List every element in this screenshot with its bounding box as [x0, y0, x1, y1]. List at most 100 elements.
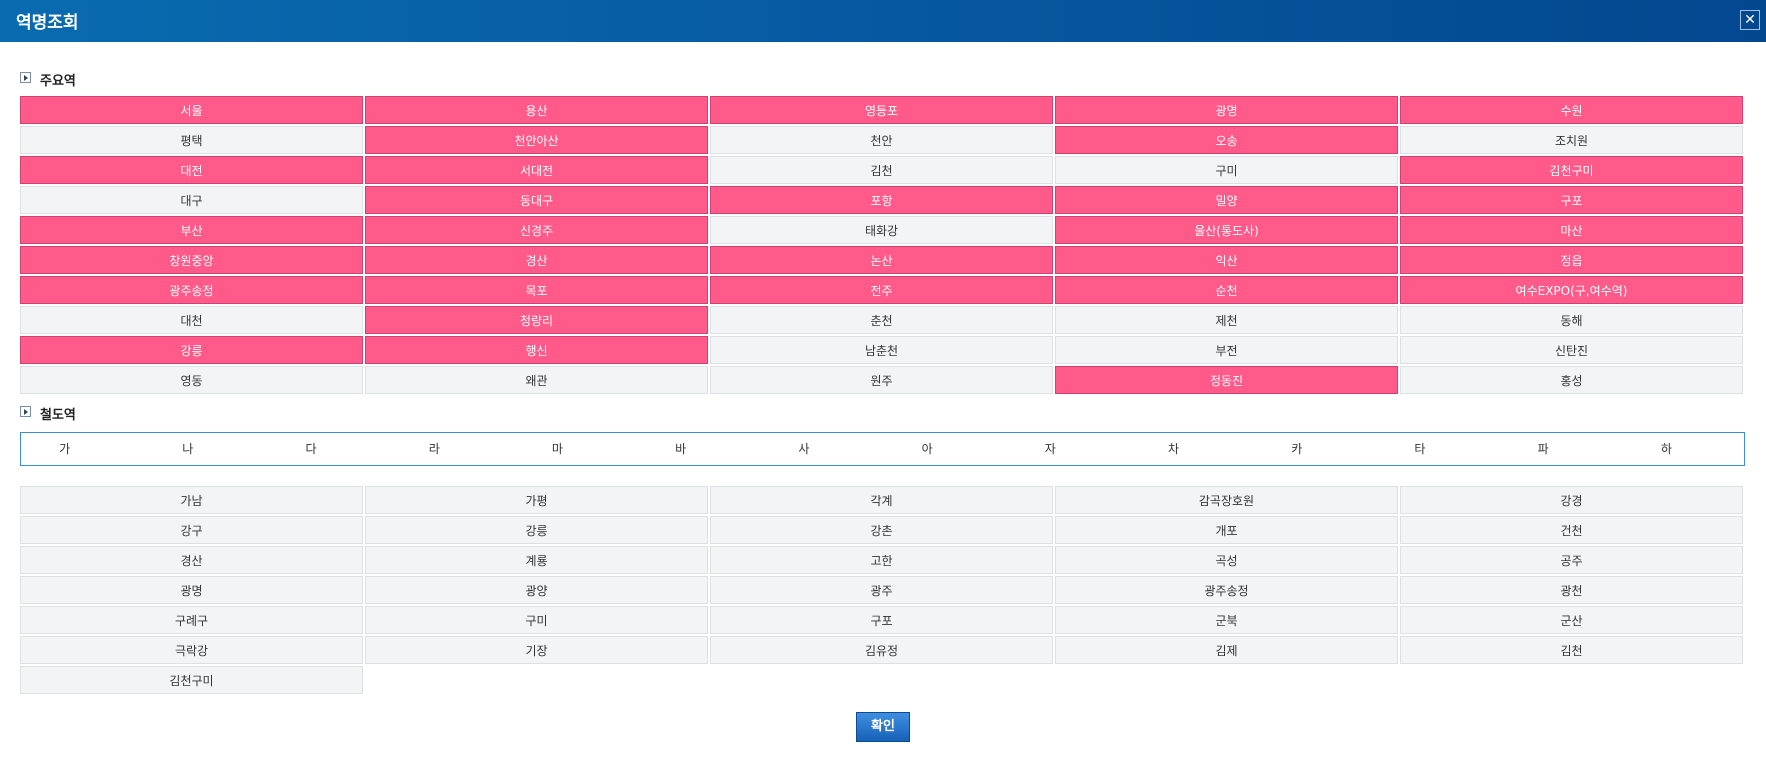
station-button[interactable]: 원주: [710, 366, 1053, 394]
title: 역명조회: [16, 13, 79, 33]
station-button[interactable]: 청량리: [365, 306, 708, 334]
station-button[interactable]: 춘천: [710, 306, 1053, 334]
station-button[interactable]: 대천: [20, 306, 363, 334]
station-button[interactable]: 논산: [710, 246, 1053, 274]
station-button[interactable]: 신경주: [365, 216, 708, 244]
station-button[interactable]: 대구: [20, 186, 363, 214]
station-button[interactable]: 정읍: [1400, 246, 1743, 274]
station-button[interactable]: 목포: [365, 276, 708, 304]
station-button[interactable]: 광명: [20, 576, 363, 604]
station-button[interactable]: 조치원: [1400, 126, 1743, 154]
station-button[interactable]: 구미: [1055, 156, 1398, 184]
station-button[interactable]: 김천구미: [20, 666, 363, 694]
station-button[interactable]: 태화강: [710, 216, 1053, 244]
station-button[interactable]: 구포: [1400, 186, 1743, 214]
station-button[interactable]: 건천: [1400, 516, 1743, 544]
station-button[interactable]: 용산: [365, 96, 708, 124]
station-button[interactable]: 강릉: [365, 516, 708, 544]
station-button[interactable]: 천안: [710, 126, 1053, 154]
station-button[interactable]: 정동진: [1055, 366, 1398, 394]
station-button[interactable]: 계룡: [365, 546, 708, 574]
station-button[interactable]: 가평: [365, 486, 708, 514]
station-button[interactable]: 행신: [365, 336, 708, 364]
station-button[interactable]: 강촌: [710, 516, 1053, 544]
index-tab[interactable]: 다: [305, 442, 317, 456]
index-tab[interactable]: 나: [182, 442, 194, 456]
station-button[interactable]: 남춘천: [710, 336, 1053, 364]
station-button[interactable]: 마산: [1400, 216, 1743, 244]
station-button[interactable]: 경산: [20, 546, 363, 574]
station-button[interactable]: 강릉: [20, 336, 363, 364]
station-button[interactable]: 광명: [1055, 96, 1398, 124]
section-title: 주요역: [20, 70, 76, 89]
station-button[interactable]: 김천: [1400, 636, 1743, 664]
station-button[interactable]: 대전: [20, 156, 363, 184]
index-tab[interactable]: 하: [1660, 442, 1672, 456]
index-tab[interactable]: 차: [1168, 442, 1180, 456]
station-button[interactable]: 영등포: [710, 96, 1053, 124]
station-button[interactable]: 제천: [1055, 306, 1398, 334]
index-tab[interactable]: 바: [675, 442, 687, 456]
station-button[interactable]: 광주: [710, 576, 1053, 604]
station-button[interactable]: 고한: [710, 546, 1053, 574]
section-title: 철도역: [20, 404, 76, 423]
index-tab[interactable]: 자: [1044, 442, 1056, 456]
index-tab[interactable]: 사: [798, 442, 810, 456]
station-button[interactable]: 군북: [1055, 606, 1398, 634]
station-button[interactable]: 구미: [365, 606, 708, 634]
close-button[interactable]: ✕: [1740, 10, 1760, 30]
station-button[interactable]: 구포: [710, 606, 1053, 634]
station-button[interactable]: 밀양: [1055, 186, 1398, 214]
station-button[interactable]: 평택: [20, 126, 363, 154]
station-button[interactable]: 동대구: [365, 186, 708, 214]
index-tab[interactable]: 라: [428, 442, 440, 456]
station-button[interactable]: 김제: [1055, 636, 1398, 664]
station-button[interactable]: 여수EXPO(구,여수역): [1400, 276, 1743, 304]
station-button[interactable]: 김유정: [710, 636, 1053, 664]
station-button[interactable]: 포항: [710, 186, 1053, 214]
station-button[interactable]: 각계: [710, 486, 1053, 514]
station-button[interactable]: 전주: [710, 276, 1053, 304]
station-button[interactable]: 천안아산: [365, 126, 708, 154]
station-button[interactable]: 경산: [365, 246, 708, 274]
station-button[interactable]: 영동: [20, 366, 363, 394]
station-button[interactable]: 수원: [1400, 96, 1743, 124]
station-button[interactable]: 서울: [20, 96, 363, 124]
station-button[interactable]: 왜관: [365, 366, 708, 394]
station-button[interactable]: 부전: [1055, 336, 1398, 364]
station-button[interactable]: 부산: [20, 216, 363, 244]
station-button[interactable]: 광주송정: [20, 276, 363, 304]
station-button[interactable]: 김천구미: [1400, 156, 1743, 184]
index-tab[interactable]: 타: [1414, 442, 1426, 456]
station-button[interactable]: 구례구: [20, 606, 363, 634]
station-button[interactable]: 감곡장호원: [1055, 486, 1398, 514]
station-button[interactable]: 광주송정: [1055, 576, 1398, 604]
station-button[interactable]: 극락강: [20, 636, 363, 664]
index-tab[interactable]: 카: [1291, 442, 1303, 456]
station-button[interactable]: 창원중앙: [20, 246, 363, 274]
station-button[interactable]: 가남: [20, 486, 363, 514]
station-button[interactable]: 공주: [1400, 546, 1743, 574]
station-button[interactable]: 홍성: [1400, 366, 1743, 394]
index-tab[interactable]: 파: [1537, 442, 1549, 456]
station-button[interactable]: 군산: [1400, 606, 1743, 634]
station-button[interactable]: 강경: [1400, 486, 1743, 514]
station-button[interactable]: 순천: [1055, 276, 1398, 304]
station-button[interactable]: 김천: [710, 156, 1053, 184]
station-button[interactable]: 울산(통도사): [1055, 216, 1398, 244]
station-button[interactable]: 광양: [365, 576, 708, 604]
station-button[interactable]: 곡성: [1055, 546, 1398, 574]
station-button[interactable]: 익산: [1055, 246, 1398, 274]
station-button[interactable]: 강구: [20, 516, 363, 544]
index-tab[interactable]: 마: [551, 442, 563, 456]
station-button[interactable]: 동해: [1400, 306, 1743, 334]
confirm-button[interactable]: 확인: [856, 712, 910, 742]
station-button[interactable]: 기장: [365, 636, 708, 664]
station-button[interactable]: 서대전: [365, 156, 708, 184]
station-button[interactable]: 개포: [1055, 516, 1398, 544]
station-button[interactable]: 오송: [1055, 126, 1398, 154]
index-tab[interactable]: 아: [921, 442, 933, 456]
station-button[interactable]: 광천: [1400, 576, 1743, 604]
index-tab[interactable]: 가: [59, 442, 71, 456]
station-button[interactable]: 신탄진: [1400, 336, 1743, 364]
